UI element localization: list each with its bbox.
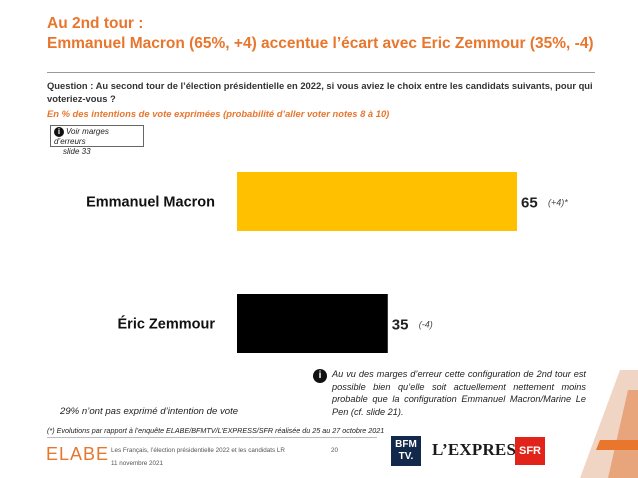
- delta-label-1: (-4): [419, 320, 433, 330]
- bfm-line2: TV.: [398, 451, 414, 462]
- bar-0: [237, 172, 517, 231]
- title-divider: [47, 72, 595, 73]
- bar-1: [237, 294, 388, 353]
- evolution-footnote: (*) Evolutions par rapport à l’enquête E…: [47, 426, 385, 435]
- bfm-line1: BFM: [395, 439, 417, 450]
- category-label-1: Éric Zemmour: [118, 316, 216, 333]
- bfmtv-logo: BFM TV.: [391, 436, 421, 466]
- elabe-logo: ELABE: [46, 444, 110, 464]
- value-label-1: 35: [392, 317, 409, 334]
- footer-study: Les Français, l’élection présidentielle …: [111, 447, 285, 454]
- bar-chart: Emmanuel Macron 65 (+4)* Éric Zemmour 35 (-4): [86, 172, 568, 353]
- page-number: 20: [331, 447, 339, 454]
- non-expressed-note: 29% n’ont pas exprimé d’intention de vot…: [60, 406, 239, 417]
- footer-divider: [47, 437, 377, 438]
- page-title: Au 2nd tour : Emmanuel Macron (65%, +4) …: [47, 14, 607, 54]
- decorative-a-shape: [580, 370, 638, 478]
- info-note: Au vu des marges d’erreur cette configur…: [332, 369, 586, 417]
- margin-note-line2: slide 33: [63, 147, 91, 156]
- title-line-1: Au 2nd tour :: [47, 15, 144, 32]
- category-label-0: Emmanuel Macron: [86, 195, 215, 211]
- question-text: Question : Au second tour de l’élection …: [47, 80, 593, 104]
- margin-note-line1: Voir marges d’erreurs: [54, 127, 109, 146]
- lexpress-logo: L’EXPRESS: [432, 440, 526, 459]
- margin-note-box: i Voir marges d’erreurs slide 33: [50, 125, 144, 156]
- value-label-0: 65: [521, 195, 538, 212]
- info-icon: i: [313, 369, 327, 383]
- delta-label-0: (+4)*: [548, 198, 568, 208]
- title-line-2: Emmanuel Macron (65%, +4) accentue l’éca…: [47, 35, 594, 52]
- sfr-logo: SFR: [515, 437, 545, 465]
- question-subtext: En % des intentions de vote exprimées (p…: [47, 108, 390, 119]
- footer-date: 11 novembre 2021: [111, 460, 164, 467]
- info-icon: i: [54, 127, 64, 137]
